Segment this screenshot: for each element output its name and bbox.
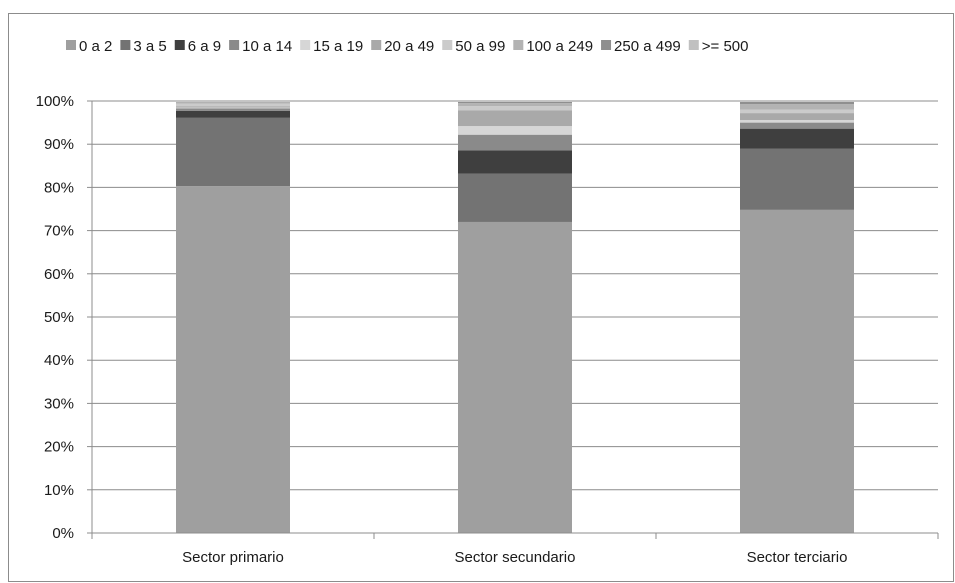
bar-segment bbox=[176, 101, 290, 102]
y-tick-label: 70% bbox=[44, 223, 74, 240]
y-tick-label: 20% bbox=[44, 439, 74, 456]
legend-swatch bbox=[66, 40, 76, 50]
bar-segment bbox=[176, 108, 290, 111]
bar-segment bbox=[176, 103, 290, 107]
legend-label: 0 a 2 bbox=[79, 38, 112, 55]
y-tick-label: 40% bbox=[44, 352, 74, 369]
legend-label: 50 a 99 bbox=[455, 38, 505, 55]
bar-segment bbox=[458, 150, 572, 174]
y-tick-label: 0% bbox=[52, 525, 74, 542]
legend: 0 a 2 3 a 5 6 a 9 10 a 14 15 a 19 20 a 49 50 a… bbox=[66, 38, 749, 55]
legend-label: 20 a 49 bbox=[384, 38, 434, 55]
x-axis-category-labels: Sector primario Sector secundario Sector t… bbox=[182, 549, 847, 566]
y-tick-label: 100% bbox=[36, 93, 74, 110]
bar-segment bbox=[740, 122, 854, 129]
legend-swatch bbox=[442, 40, 453, 50]
bar-segment bbox=[740, 104, 854, 110]
legend-label: 250 a 499 bbox=[614, 38, 681, 55]
legend-swatch bbox=[513, 40, 524, 50]
bar-segment bbox=[740, 101, 854, 102]
legend-label: 15 a 19 bbox=[313, 38, 363, 55]
bar-segment bbox=[458, 101, 572, 104]
bar-segment bbox=[740, 128, 854, 149]
y-tick-label: 60% bbox=[44, 266, 74, 283]
bar-segment bbox=[458, 126, 572, 135]
legend-label: 100 a 249 bbox=[526, 38, 593, 55]
bar-segment bbox=[176, 106, 290, 108]
y-tick-label: 10% bbox=[44, 482, 74, 499]
bars bbox=[176, 101, 854, 533]
legend-swatch bbox=[174, 40, 185, 50]
y-tick-label: 30% bbox=[44, 395, 74, 412]
bar-segment bbox=[176, 110, 290, 118]
y-tick-label: 50% bbox=[44, 309, 74, 326]
legend-label: 10 a 14 bbox=[242, 38, 292, 55]
bar-segment bbox=[176, 107, 290, 109]
bar-segment bbox=[176, 102, 290, 104]
bar-segment bbox=[458, 103, 572, 107]
bar-segment bbox=[740, 113, 854, 121]
bar-segment bbox=[740, 101, 854, 105]
legend-swatch bbox=[688, 40, 699, 50]
bar-segment bbox=[176, 186, 290, 533]
bar-segment bbox=[740, 109, 854, 114]
bar-segment bbox=[458, 134, 572, 151]
bar-segment bbox=[458, 106, 572, 111]
legend-label: 6 a 9 bbox=[188, 38, 221, 55]
bar-segment bbox=[458, 101, 572, 102]
x-category-label: Sector terciario bbox=[747, 549, 848, 566]
y-tick-label: 80% bbox=[44, 179, 74, 196]
legend-swatch bbox=[300, 40, 311, 50]
bar-segment bbox=[458, 173, 572, 222]
legend-swatch bbox=[229, 40, 240, 50]
legend-swatch bbox=[601, 40, 612, 50]
x-category-label: Sector secundario bbox=[455, 549, 576, 566]
legend-swatch bbox=[371, 40, 382, 50]
legend-label: 3 a 5 bbox=[133, 38, 166, 55]
y-tick-label: 90% bbox=[44, 136, 74, 153]
y-axis-tick-labels: 0% 10% 20% 30% 40% 50% 60% 70% 80% 90% 100% bbox=[36, 93, 74, 542]
legend-label: >= 500 bbox=[702, 38, 749, 55]
axes bbox=[87, 100, 939, 539]
bar-segment bbox=[458, 221, 572, 533]
bar-segment bbox=[740, 148, 854, 210]
bar-segment bbox=[458, 110, 572, 127]
x-category-label: Sector primario bbox=[182, 549, 284, 566]
bar-segment bbox=[740, 209, 854, 533]
bar-segment bbox=[740, 120, 854, 123]
legend-swatch bbox=[120, 40, 131, 50]
bar-segment bbox=[176, 117, 290, 187]
